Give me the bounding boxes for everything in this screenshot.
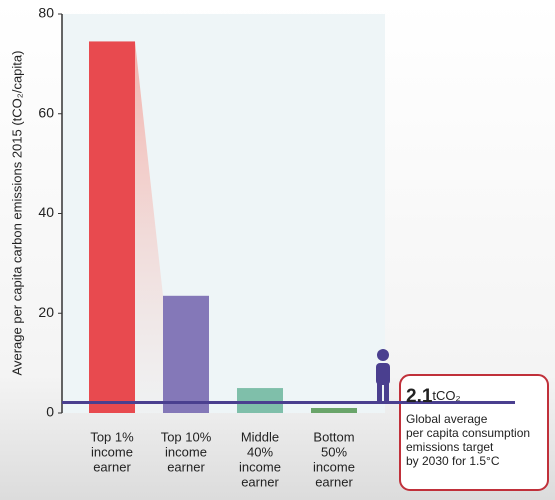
target-label: per capita consumption	[406, 426, 530, 440]
x-tick-label: income	[239, 459, 281, 474]
y-tick-label: 20	[38, 304, 54, 320]
target-unit: tCO₂	[432, 388, 460, 403]
target-label: by 2030 for 1.5°C	[406, 454, 500, 468]
x-tick-label: income	[91, 444, 133, 459]
target-number: 2.1	[406, 386, 433, 407]
y-axis-label: Average per capita carbon emissions 2015…	[9, 51, 24, 376]
bar	[237, 388, 283, 413]
person-icon	[376, 349, 390, 404]
x-tick-label: 50%	[321, 444, 347, 459]
x-tick-label: Top 1%	[90, 429, 134, 444]
y-tick-label: 80	[38, 5, 54, 21]
x-tick-label: earner	[93, 459, 131, 474]
bar	[163, 295, 209, 413]
x-tick-label: Middle	[241, 429, 279, 444]
x-tick-label: 40%	[247, 444, 273, 459]
target-label: emissions target	[406, 440, 494, 454]
y-tick-label: 0	[46, 404, 54, 420]
highlight-fan	[135, 41, 163, 414]
x-tick-label: Top 10%	[161, 429, 212, 444]
x-tick-label: income	[313, 459, 355, 474]
y-tick-label: 40	[38, 204, 54, 220]
target-label: Global average	[406, 412, 488, 426]
bar	[89, 41, 135, 414]
x-tick-label: Bottom	[313, 429, 354, 444]
target-value: 2.1tCO₂	[406, 386, 461, 407]
x-tick-label: earner	[241, 474, 279, 489]
bar	[311, 408, 357, 413]
y-tick-label: 60	[38, 104, 54, 120]
x-tick-label: earner	[167, 459, 205, 474]
x-tick-label: earner	[315, 474, 353, 489]
x-tick-label: income	[165, 444, 207, 459]
